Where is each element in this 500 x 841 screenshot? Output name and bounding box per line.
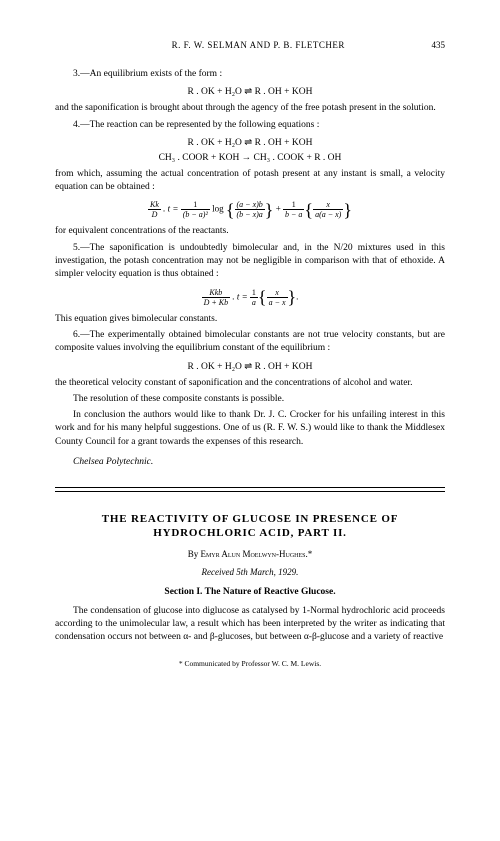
section-divider-top — [55, 487, 445, 488]
page-header: R. F. W. SELMAN AND P. B. FLETCHER 435 — [55, 40, 445, 50]
equation-1: R . OK + H₂O ⇌ R . OH + KOH — [55, 86, 445, 97]
equation-2b: CH₃ . COOR + KOH → CH₃ . COOK + R . OH — [55, 153, 445, 163]
section-divider-bottom — [55, 491, 445, 492]
section-heading: Section I. The Nature of Reactive Glucos… — [55, 587, 445, 597]
footnote: * Communicated by Professor W. C. M. Lew… — [55, 659, 445, 668]
math-equation-1: KkD . t = 1(b − a)² log {(a − x)b(b − x)… — [55, 200, 445, 219]
byline: By Emyr Alun Moelwyn-Hughes.* — [55, 549, 445, 559]
math-equation-2: KkbD + Kb . t = 1a{xa − x}. — [55, 288, 445, 307]
paragraph-5: the theoretical velocity constant of sap… — [55, 377, 445, 390]
institution: Chelsea Polytechnic. — [55, 457, 445, 467]
point-5: 5.—The saponification is undoubtedly bim… — [55, 242, 445, 282]
paragraph-4: This equation gives bimolecular constant… — [55, 313, 445, 326]
page-number: 435 — [432, 40, 446, 50]
header-authors: R. F. W. SELMAN AND P. B. FLETCHER — [85, 40, 432, 50]
received-date: Received 5th March, 1929. — [55, 567, 445, 577]
point-3: 3.—An equilibrium exists of the form : — [55, 68, 445, 81]
paragraph-1: and the saponification is brought about … — [55, 102, 445, 115]
equation-3: R . OK + H₂O ⇌ R . OH + KOH — [55, 361, 445, 372]
paragraph-6: The resolution of these composite consta… — [55, 393, 445, 406]
article-title: THE REACTIVITY OF GLUCOSE IN PRESENCE OF… — [55, 512, 445, 541]
intro-paragraph: The condensation of glucose into digluco… — [55, 605, 445, 645]
point-6: 6.—The experimentally obtained bimolecul… — [55, 329, 445, 356]
paragraph-2: from which, assuming the actual concentr… — [55, 168, 445, 195]
paragraph-7: In conclusion the authors would like to … — [55, 409, 445, 449]
paragraph-3: for equivalent concentrations of the rea… — [55, 225, 445, 238]
equation-2a: R . OK + H₂O ⇌ R . OH + KOH — [55, 137, 445, 148]
point-4: 4.—The reaction can be represented by th… — [55, 119, 445, 132]
